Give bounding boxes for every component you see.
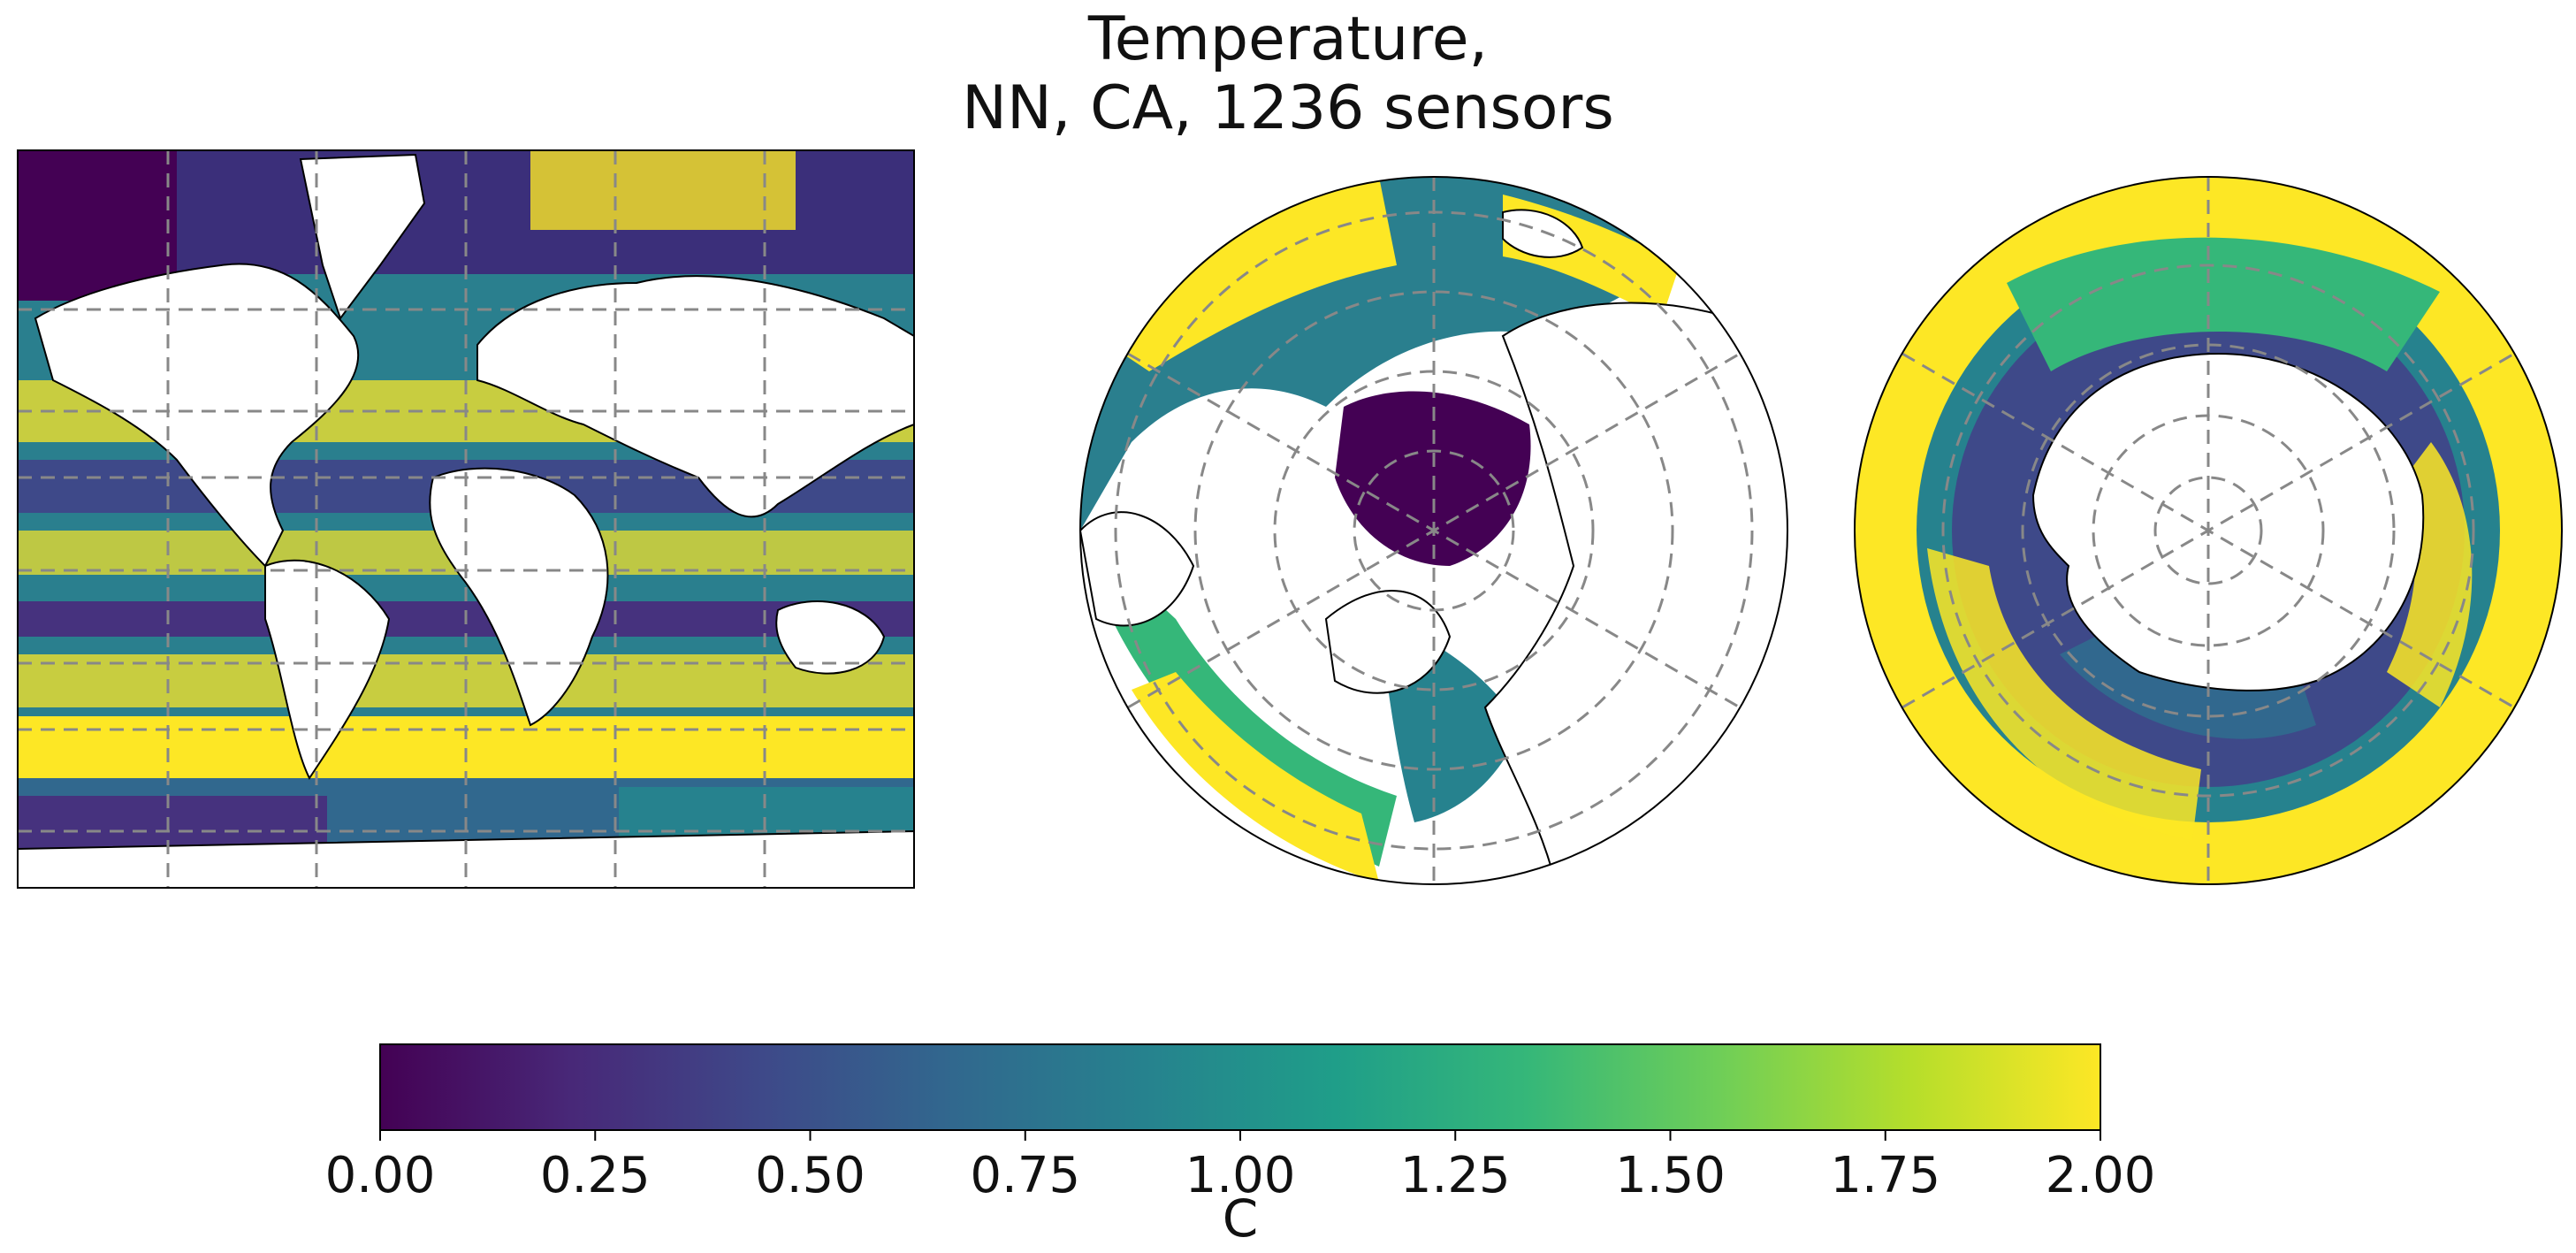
colorbar-tick-label: 2.00 bbox=[2046, 1147, 2156, 1204]
global-land bbox=[18, 153, 914, 888]
colorbar-tick-label: 0.75 bbox=[970, 1147, 1080, 1204]
north-polar-gridlines bbox=[1114, 177, 1754, 884]
antarctica-land bbox=[2031, 352, 2425, 691]
south-polar-frame bbox=[1854, 176, 2563, 885]
colorbar-gradient bbox=[379, 1043, 2101, 1131]
title-line-2: NN, CA, 1236 sensors bbox=[962, 73, 1614, 143]
colorbar-tick-label: 1.75 bbox=[1830, 1147, 1940, 1204]
colorbar-tick-label: 0.25 bbox=[540, 1147, 651, 1204]
colorbar-tick-label: 0.50 bbox=[755, 1147, 865, 1204]
north-polar-frame bbox=[1079, 176, 1788, 885]
colorbar-ticks: 0.00 0.25 0.50 0.75 1.00 1.25 1.50 1.75 2.00 bbox=[325, 1130, 2156, 1204]
colorbar-label: C bbox=[1223, 1188, 1259, 1249]
north-polar-land bbox=[1080, 209, 1787, 884]
figure-title: Temperature, NN, CA, 1236 sensors bbox=[0, 5, 2576, 143]
title-line-1: Temperature, bbox=[1087, 4, 1489, 74]
south-polar-map bbox=[1854, 176, 2563, 885]
colorbar-tick-label: 1.50 bbox=[1615, 1147, 1726, 1204]
north-polar-map bbox=[1079, 176, 1788, 885]
global-gridlines bbox=[18, 150, 914, 888]
colorbar-tick-label: 0.00 bbox=[325, 1147, 436, 1204]
colorbar-tick-label: 1.25 bbox=[1400, 1147, 1511, 1204]
global-map-frame bbox=[17, 149, 915, 889]
colorbar-tick-label: 1.00 bbox=[1185, 1147, 1296, 1204]
global-map bbox=[17, 149, 915, 889]
south-polar-gridlines bbox=[1902, 177, 2515, 884]
